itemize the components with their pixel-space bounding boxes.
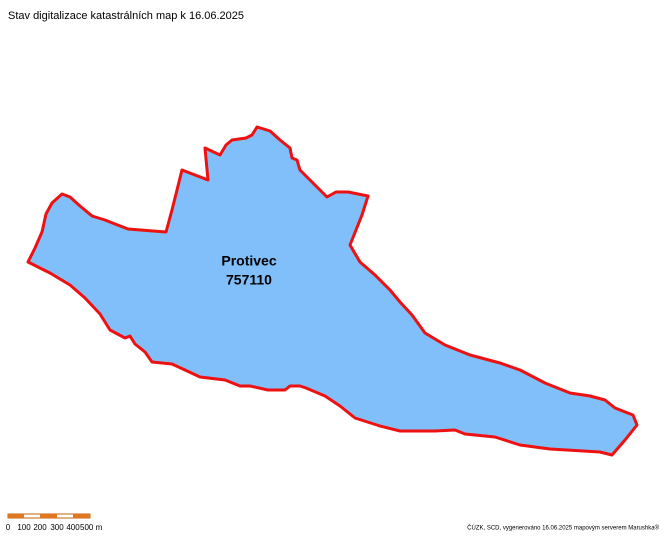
scale-label: 300 <box>50 523 64 532</box>
region-code: 757110 <box>226 272 272 288</box>
scale-bar <box>7 513 91 519</box>
attribution: ČÚZK, SCD, vygenerováno 16.06.2025 mapov… <box>467 525 659 532</box>
scale-bar-segment <box>40 514 57 518</box>
region-name: Protivec <box>221 253 276 269</box>
scale-bar-segment <box>73 514 90 518</box>
scale-label: 200 <box>33 523 47 532</box>
cadastral-area[interactable] <box>26 125 639 457</box>
scale-bar-segment <box>8 514 24 518</box>
scale-label: 0 <box>6 523 11 532</box>
scale-label: 400 <box>66 523 80 532</box>
scale-label: 100 <box>17 523 31 532</box>
scale-label: 500 m <box>80 523 103 532</box>
map-title: Stav digitalizace katastrálních map k 16… <box>8 10 244 22</box>
